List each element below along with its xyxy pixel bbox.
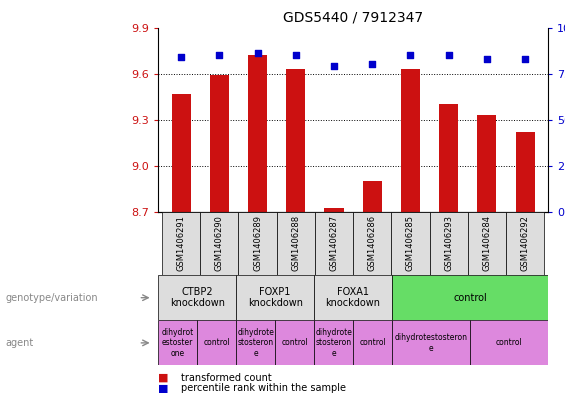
Title: GDS5440 / 7912347: GDS5440 / 7912347	[283, 11, 423, 25]
Point	[292, 52, 301, 58]
Text: dihydrotestosteron
e: dihydrotestosteron e	[394, 333, 468, 353]
Text: agent: agent	[6, 338, 34, 348]
Bar	[197, 320, 236, 365]
Bar	[401, 69, 420, 212]
Bar	[277, 212, 315, 275]
Text: GSM1406287: GSM1406287	[329, 215, 338, 272]
Bar	[158, 320, 197, 365]
Text: GSM1406284: GSM1406284	[483, 215, 492, 271]
Point	[406, 52, 415, 58]
Text: GSM1406293: GSM1406293	[444, 215, 453, 271]
Text: GSM1406286: GSM1406286	[368, 215, 377, 272]
Bar	[314, 320, 353, 365]
Text: transformed count: transformed count	[181, 373, 272, 383]
Point	[483, 56, 492, 62]
Bar	[162, 212, 200, 275]
Bar	[392, 212, 429, 275]
Text: GSM1406289: GSM1406289	[253, 215, 262, 271]
Bar	[353, 320, 392, 365]
Bar	[392, 320, 470, 365]
Text: dihydrote
stosteron
e: dihydrote stosteron e	[315, 328, 352, 358]
Bar	[210, 75, 229, 212]
Point	[329, 63, 338, 70]
Text: FOXA1
knockdown: FOXA1 knockdown	[325, 287, 381, 309]
Bar	[429, 212, 468, 275]
Bar	[392, 275, 548, 320]
Bar	[468, 212, 506, 275]
Bar	[172, 94, 191, 212]
Point	[444, 52, 453, 58]
Text: control: control	[359, 338, 386, 347]
Point	[368, 61, 377, 68]
Bar	[275, 320, 314, 365]
Bar	[200, 212, 238, 275]
Text: control: control	[453, 293, 487, 303]
Text: GSM1406291: GSM1406291	[177, 215, 186, 271]
Bar	[439, 105, 458, 212]
Bar	[248, 55, 267, 212]
Point	[177, 54, 186, 60]
Text: GSM1406292: GSM1406292	[520, 215, 529, 271]
Bar	[236, 320, 275, 365]
Point	[520, 56, 529, 62]
Bar	[238, 212, 277, 275]
Text: control: control	[203, 338, 230, 347]
Bar	[470, 320, 548, 365]
Text: GSM1406290: GSM1406290	[215, 215, 224, 271]
Text: GSM1406285: GSM1406285	[406, 215, 415, 271]
Text: dihydrote
stosteron
e: dihydrote stosteron e	[237, 328, 274, 358]
Bar	[286, 69, 305, 212]
Text: GSM1406288: GSM1406288	[292, 215, 300, 272]
Bar	[236, 275, 314, 320]
Text: ■: ■	[158, 373, 169, 383]
Text: dihydrot
estoster
one: dihydrot estoster one	[162, 328, 194, 358]
Text: CTBP2
knockdown: CTBP2 knockdown	[170, 287, 225, 309]
Text: ■: ■	[158, 383, 169, 393]
Bar	[158, 275, 236, 320]
Bar	[324, 208, 344, 212]
Bar	[506, 212, 544, 275]
Bar	[314, 275, 392, 320]
Point	[253, 50, 262, 57]
Point	[215, 52, 224, 58]
Bar	[315, 212, 353, 275]
Bar	[363, 182, 382, 212]
Text: percentile rank within the sample: percentile rank within the sample	[181, 383, 346, 393]
Text: FOXP1
knockdown: FOXP1 knockdown	[247, 287, 303, 309]
Text: control: control	[496, 338, 523, 347]
Text: control: control	[281, 338, 308, 347]
Bar	[353, 212, 392, 275]
Text: genotype/variation: genotype/variation	[6, 293, 98, 303]
Bar	[515, 132, 534, 212]
Bar	[477, 115, 497, 212]
